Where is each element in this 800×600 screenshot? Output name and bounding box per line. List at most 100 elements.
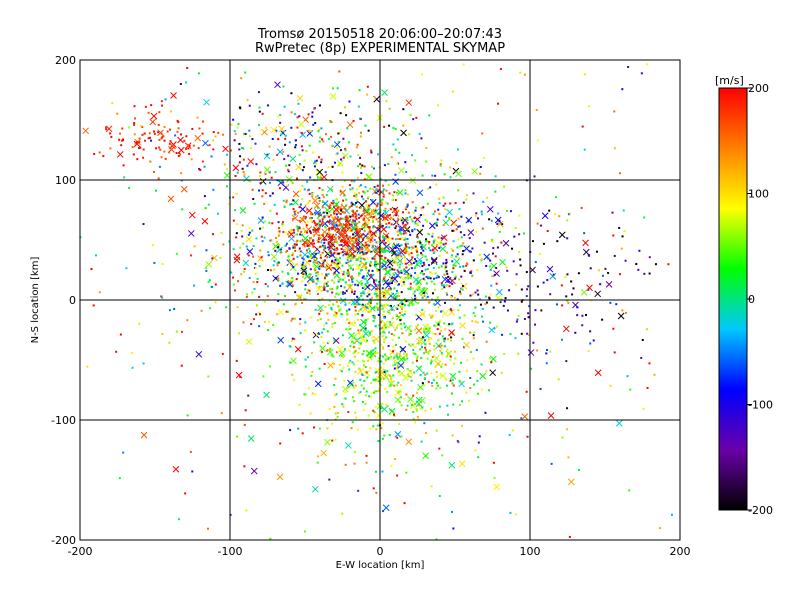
data-point [351,187,354,190]
data-point [351,209,354,212]
data-point [301,302,304,305]
data-point [313,222,316,225]
data-point [417,418,420,421]
data-point [396,138,399,141]
data-point [325,266,328,269]
data-point-cross [382,373,390,381]
data-point [349,223,352,226]
data-point-cross [541,212,549,220]
data-point [454,264,457,267]
data-point [398,151,401,154]
data-point [648,256,651,259]
data-point [197,147,200,150]
data-point [297,427,300,430]
data-point-cross [489,369,497,377]
data-point [363,379,366,382]
data-point [385,234,388,237]
data-point [457,225,460,228]
data-point [423,339,426,342]
data-point [364,329,367,332]
data-point [94,254,97,257]
data-point-cross [415,365,423,372]
data-point [294,139,297,142]
data-point [389,323,392,326]
data-point [125,267,128,270]
chart-title: Tromsø 20150518 20:06:00–20:07:43 [257,27,502,42]
data-point [337,235,340,238]
data-point [400,260,403,263]
data-point [373,238,376,241]
data-point [298,115,301,118]
data-point [403,269,406,272]
data-point-cross [133,140,141,148]
data-point [381,307,384,310]
data-point-cross [407,395,414,403]
data-point [362,223,365,226]
data-point-cross [549,272,557,280]
data-point [299,163,302,166]
data-point [374,260,377,263]
data-point [372,349,375,352]
data-point [381,422,384,425]
data-point [334,311,337,314]
data-point [534,261,537,264]
data-point [361,238,364,241]
data-point [329,238,332,241]
data-point [654,263,657,266]
data-point [269,269,272,272]
data-point [389,374,392,377]
data-point [434,309,437,312]
data-point-cross [417,383,424,391]
data-point-cross [257,217,265,224]
data-point [415,116,418,119]
data-point [273,260,276,263]
data-point [453,223,456,226]
data-point [298,322,301,325]
data-point [413,328,416,331]
data-point-cross [313,202,321,210]
data-point [270,239,273,242]
data-point [458,316,461,319]
data-point [386,245,389,248]
data-point [325,274,328,277]
data-point [502,304,505,307]
data-point [364,402,367,405]
data-point [435,221,438,224]
data-point [244,409,247,412]
data-point [138,322,141,325]
data-point [438,247,441,250]
data-point [276,262,279,265]
data-point [284,244,287,247]
data-point [382,310,385,313]
data-point [267,250,270,253]
data-point [361,225,364,228]
data-point [349,267,352,270]
data-point [128,186,131,189]
data-point [407,277,410,280]
data-point [425,147,428,150]
data-point [415,359,418,362]
data-point [346,318,349,321]
data-point [367,359,370,362]
data-point [427,338,430,341]
data-point [452,527,455,530]
data-point [353,236,356,239]
data-point [403,237,406,240]
data-point [375,292,378,295]
data-point-cross [324,438,331,446]
data-point [385,222,388,225]
data-point [461,337,464,340]
data-point [284,295,287,298]
data-point [405,250,408,253]
data-point [297,272,300,275]
data-point [548,209,551,212]
data-point-cross [201,217,209,225]
data-point [318,367,321,370]
data-point [365,267,368,270]
data-point [450,295,453,298]
data-point [373,306,376,309]
data-point [422,277,425,280]
data-point [446,293,449,296]
data-point [414,272,417,275]
data-point [374,250,377,253]
